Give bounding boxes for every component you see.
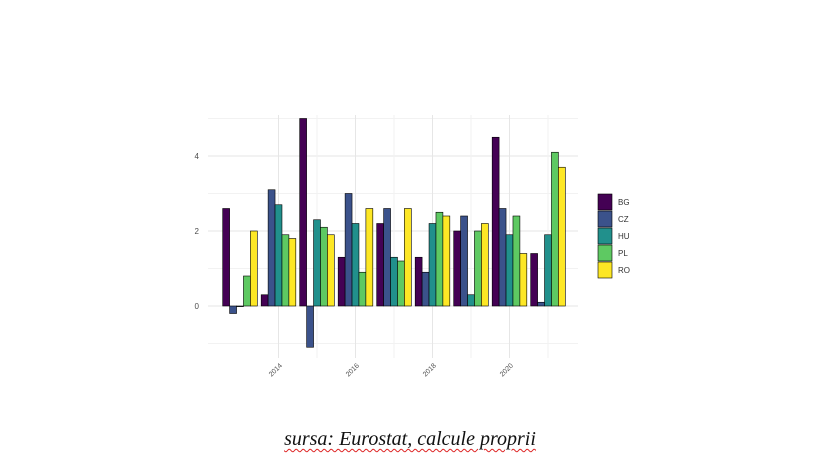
bar-bg bbox=[299, 118, 307, 307]
bar-bg bbox=[222, 208, 230, 307]
legend-label-cz: CZ bbox=[618, 215, 629, 224]
bar-ro bbox=[442, 215, 451, 307]
legend-swatch-ro bbox=[597, 261, 613, 279]
bar-hu bbox=[351, 223, 360, 307]
bar-pl bbox=[474, 230, 482, 307]
legend-label-ro: RO bbox=[618, 266, 630, 275]
x-tick-label: 2020 bbox=[499, 362, 515, 378]
source-caption: sursa: Eurostat, calcule proprii bbox=[0, 428, 820, 451]
source-caption-text: sursa: Eurostat, calcule proprii bbox=[284, 428, 536, 450]
bar-ro bbox=[327, 234, 335, 307]
bar-hu bbox=[236, 305, 244, 307]
bar-pl bbox=[512, 215, 521, 307]
bar-cz bbox=[306, 305, 314, 348]
bar-bg bbox=[414, 256, 423, 307]
bar-pl bbox=[281, 234, 290, 307]
bar-pl bbox=[243, 275, 251, 307]
legend-swatch-bg bbox=[597, 193, 613, 211]
bars-group bbox=[222, 118, 566, 348]
bar-bg bbox=[453, 230, 461, 307]
bar-cz bbox=[383, 208, 391, 307]
bar-hu bbox=[390, 256, 398, 307]
legend-label-bg: BG bbox=[618, 198, 630, 207]
bar-ro bbox=[365, 208, 374, 307]
bar-chart: 0 2 4 2014 2016 2018 2020 BG CZ HU PL RO bbox=[195, 115, 630, 378]
x-tick-label: 2018 bbox=[422, 362, 438, 378]
legend-swatch-pl bbox=[597, 244, 613, 262]
bar-bg bbox=[376, 223, 384, 307]
bar-ro bbox=[519, 253, 528, 307]
bar-bg bbox=[530, 253, 538, 307]
y-tick-labels: 0 2 4 bbox=[195, 152, 200, 311]
bar-cz bbox=[229, 305, 237, 314]
y-tick-label: 4 bbox=[195, 152, 200, 161]
bar-cz bbox=[267, 189, 276, 307]
legend-swatch-hu bbox=[597, 227, 613, 245]
bar-cz bbox=[421, 271, 430, 307]
bar-hu bbox=[467, 294, 475, 307]
bar-ro bbox=[250, 230, 258, 307]
bar-pl bbox=[358, 271, 367, 307]
legend-swatch-cz bbox=[597, 210, 613, 228]
bar-hu bbox=[505, 234, 514, 307]
x-tick-labels: 2014 2016 2018 2020 bbox=[268, 362, 515, 378]
bar-pl bbox=[397, 260, 405, 307]
bar-cz bbox=[537, 301, 545, 307]
bar-ro bbox=[481, 223, 489, 307]
bar-pl bbox=[320, 226, 328, 307]
bar-cz bbox=[498, 208, 507, 307]
bar-ro bbox=[558, 166, 566, 307]
bar-ro bbox=[404, 208, 412, 307]
bar-hu bbox=[313, 219, 321, 307]
bar-hu bbox=[274, 204, 283, 307]
y-tick-label: 0 bbox=[195, 302, 200, 311]
bar-hu bbox=[544, 234, 552, 307]
bar-cz bbox=[460, 215, 468, 307]
legend: BG CZ HU PL RO bbox=[597, 193, 630, 279]
y-tick-label: 2 bbox=[195, 227, 200, 236]
bar-bg bbox=[337, 256, 346, 307]
legend-label-hu: HU bbox=[618, 232, 630, 241]
legend-label-pl: PL bbox=[618, 249, 628, 258]
x-tick-label: 2014 bbox=[268, 362, 284, 378]
x-tick-label: 2016 bbox=[345, 362, 361, 378]
bar-pl bbox=[435, 211, 444, 307]
bar-bg bbox=[491, 136, 500, 307]
bar-ro bbox=[288, 238, 297, 307]
bar-bg bbox=[260, 294, 269, 307]
bar-hu bbox=[428, 223, 437, 307]
grid-group bbox=[208, 115, 578, 358]
bar-pl bbox=[551, 151, 559, 307]
bar-cz bbox=[344, 193, 353, 307]
